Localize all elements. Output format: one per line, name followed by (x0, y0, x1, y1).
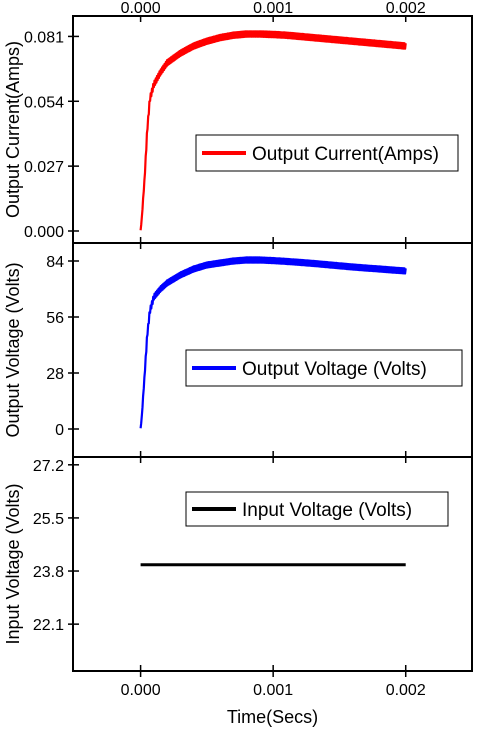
x-axis-title: Time(Secs) (227, 707, 318, 727)
y-tick-label: 28 (46, 366, 64, 383)
y-tick-label: 23.8 (33, 564, 64, 581)
y-tick-label: 0.027 (24, 159, 64, 176)
series-line (139, 30, 407, 231)
legend-box (185, 349, 463, 387)
y-tick-label: 0.000 (24, 224, 64, 241)
y-tick-label: 56 (46, 310, 64, 327)
panel-output-voltage: 0 28 56 84 Output Voltage (Volts) Output Volt… (3, 242, 473, 458)
y-axis-title: Output Voltage (Volts) (3, 262, 23, 437)
legend: Output Voltage (Volts) (185, 349, 463, 387)
x-tick-label: 0.001 (253, 682, 293, 699)
y-axis-title: Output Current(Amps) (3, 41, 23, 218)
top-x-tick-label: 0.000 (121, 0, 161, 17)
y-tick-label: 0 (55, 422, 64, 439)
top-x-tick-label: 0.001 (253, 0, 293, 17)
y-tick-label: 22.1 (33, 617, 64, 634)
x-tick-label: 0.002 (386, 682, 426, 699)
series-line (139, 256, 407, 429)
y-tick-label: 25.5 (33, 511, 64, 528)
x-tick-label: 0.000 (121, 682, 161, 699)
y-tick-label: 27.2 (33, 458, 64, 475)
y-axis-title: Input Voltage (Volts) (3, 483, 23, 644)
legend-label: Output Voltage (Volts) (242, 359, 427, 380)
legend: Output Current(Amps) (195, 134, 459, 172)
top-axis: 0.000 0.001 0.002 (121, 0, 426, 17)
y-tick-label: 0.054 (24, 94, 64, 111)
y-tick-label: 0.081 (24, 29, 64, 46)
panel-input-voltage: 22.1 23.8 25.5 27.2 Input Voltage (Volts) Inp… (3, 456, 473, 672)
bottom-axis: 0.000 0.001 0.002 (121, 671, 426, 699)
legend-label: Input Voltage (Volts) (242, 500, 412, 521)
legend: Input Voltage (Volts) (185, 491, 449, 527)
plot-frame (72, 15, 473, 244)
legend-label: Output Current(Amps) (252, 144, 439, 165)
y-tick-label: 84 (46, 254, 64, 271)
top-x-tick-label: 0.002 (386, 0, 426, 17)
